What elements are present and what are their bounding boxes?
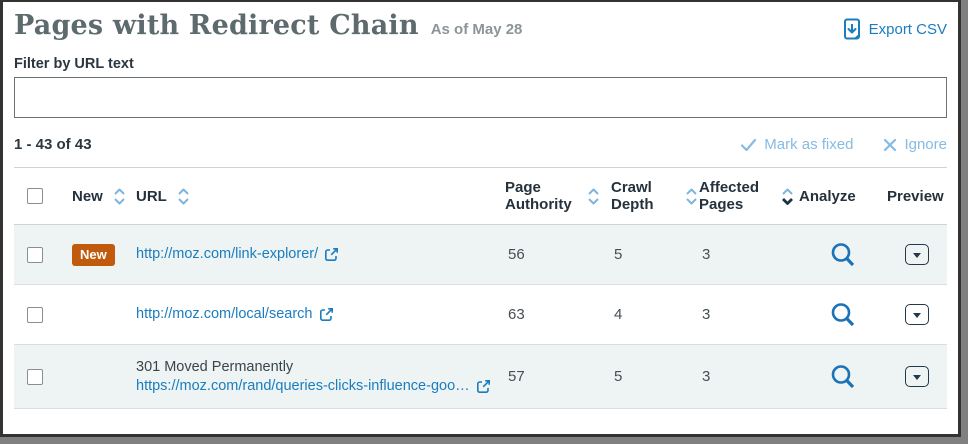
preview-dropdown-button[interactable] (905, 244, 929, 266)
mark-as-fixed-label: Mark as fixed (764, 136, 854, 154)
table-row: http://moz.com/local/search 63 4 3 (14, 285, 947, 346)
as-of-date: As of May 28 (430, 21, 523, 38)
checkmark-icon (740, 138, 757, 152)
column-header-affected-pages[interactable]: Affected Pages (699, 179, 799, 214)
column-header-analyze: Analyze (799, 188, 887, 205)
sort-icon[interactable] (586, 185, 601, 208)
x-icon (883, 138, 897, 152)
caret-down-icon (913, 374, 921, 380)
table-row: 301 Moved Permanently https://moz.com/ra… (14, 345, 947, 410)
table-row: New http://moz.com/link-explorer/ 56 5 3 (14, 225, 947, 286)
result-count: 1 - 43 of 43 (14, 136, 92, 154)
external-link-icon (324, 247, 339, 262)
preview-dropdown-button[interactable] (905, 304, 929, 326)
affected-pages-value: 3 (702, 306, 711, 324)
column-header-url[interactable]: URL (136, 185, 505, 208)
column-header-new[interactable]: New (72, 185, 136, 208)
new-badge: New (72, 243, 115, 266)
url-link[interactable]: https://moz.com/rand/queries-clicks-infl… (136, 377, 491, 396)
sort-icon[interactable] (112, 185, 127, 208)
analyze-magnifier-icon[interactable] (829, 363, 857, 391)
column-label-url: URL (136, 187, 167, 205)
table-header-row: New URL Page Authority (14, 167, 947, 226)
ignore-button[interactable]: Ignore (883, 136, 947, 153)
analyze-magnifier-icon[interactable] (829, 301, 857, 329)
toolbar: 1 - 43 of 43 Mark as fixed (14, 136, 947, 153)
column-label-new: New (72, 187, 103, 205)
preview-dropdown-button[interactable] (905, 366, 929, 388)
affected-pages-value: 3 (702, 246, 711, 264)
sort-icon[interactable] (176, 185, 191, 208)
external-link-icon (476, 379, 491, 394)
sort-icon-active-desc[interactable] (780, 185, 795, 208)
mark-as-fixed-button[interactable]: Mark as fixed (740, 136, 853, 153)
filter-url-input[interactable] (14, 77, 947, 119)
page-authority-value: 57 (508, 368, 525, 386)
column-label-page-authority: Page Authority (505, 179, 572, 214)
caret-down-icon (913, 252, 921, 258)
row-checkbox[interactable] (27, 368, 43, 385)
page-title: Pages with Redirect Chain (14, 10, 419, 41)
crawl-depth-value: 5 (614, 246, 623, 264)
export-csv-label: Export CSV (868, 21, 947, 38)
row-checkbox[interactable] (27, 306, 43, 323)
column-header-crawl-depth[interactable]: Crawl Depth (611, 179, 699, 214)
external-link-icon (319, 307, 334, 322)
url-text: https://moz.com/rand/queries-clicks-infl… (136, 377, 470, 394)
column-label-preview: Preview (887, 187, 944, 205)
url-text: http://moz.com/link-explorer/ (136, 246, 319, 263)
page-authority-value: 63 (508, 306, 525, 324)
column-label-crawl-depth: Crawl Depth (611, 179, 654, 214)
column-header-preview: Preview (887, 188, 947, 205)
row-checkbox[interactable] (27, 246, 43, 263)
column-label-analyze: Analyze (799, 187, 856, 205)
crawl-depth-value: 4 (614, 306, 623, 324)
redirect-status-text: 301 Moved Permanently (136, 358, 294, 375)
crawl-depth-value: 5 (614, 368, 623, 386)
url-link[interactable]: http://moz.com/local/search (136, 305, 334, 324)
page-authority-value: 56 (508, 246, 525, 264)
sort-icon[interactable] (684, 185, 699, 208)
affected-pages-value: 3 (702, 368, 711, 386)
select-all-checkbox[interactable] (27, 188, 43, 205)
url-link[interactable]: http://moz.com/link-explorer/ (136, 245, 339, 264)
caret-down-icon (913, 312, 921, 318)
page-header: Pages with Redirect Chain As of May 28 E… (14, 2, 947, 44)
column-label-affected-pages: Affected Pages (699, 179, 760, 214)
column-header-page-authority[interactable]: Page Authority (505, 179, 611, 214)
export-csv-button[interactable]: Export CSV (843, 18, 947, 41)
filter-label: Filter by URL text (14, 56, 134, 73)
ignore-label: Ignore (904, 136, 947, 154)
analyze-magnifier-icon[interactable] (829, 241, 857, 269)
export-csv-icon (843, 18, 862, 41)
report-panel: Pages with Redirect Chain As of May 28 E… (0, 0, 961, 437)
url-text: http://moz.com/local/search (136, 306, 313, 323)
